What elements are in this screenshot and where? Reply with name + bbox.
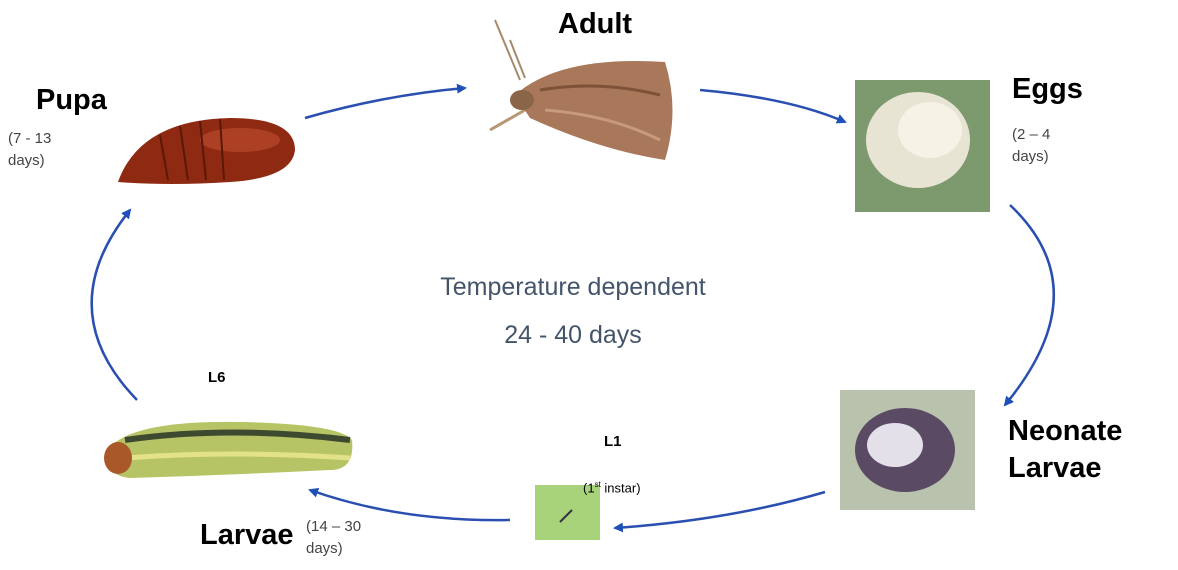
arrow — [90, 208, 138, 401]
eggs-image — [855, 80, 990, 212]
arrow — [613, 490, 826, 533]
center-line-2: 24 - 40 days — [504, 321, 642, 349]
l6-image — [104, 421, 353, 478]
instar-note: (1st instar) — [583, 480, 641, 495]
arrows — [90, 83, 1055, 533]
instar-post: instar) — [604, 480, 641, 496]
neonate-label-1: Neonate — [1008, 415, 1123, 447]
l1-label: L1 — [604, 433, 622, 450]
pupa-label: Pupa — [36, 84, 107, 116]
neonate-image — [840, 390, 975, 510]
neonate-label-2: Larvae — [1008, 452, 1102, 484]
instar-pre: (1 — [583, 480, 595, 496]
eggs-duration: (2 – 4 days) — [1012, 126, 1051, 165]
adult-label: Adult — [558, 8, 633, 40]
arrow — [1003, 204, 1055, 407]
arrow — [308, 487, 511, 522]
adult-image — [489, 19, 673, 161]
l1-image — [535, 485, 600, 540]
arrow — [304, 83, 467, 120]
center-line-1: Temperature dependent — [440, 273, 706, 301]
instar-sup: st — [594, 480, 601, 489]
pupa-image — [118, 118, 295, 184]
larvae-label: Larvae — [200, 519, 294, 551]
eggs-label: Eggs — [1012, 73, 1083, 105]
larvae-duration: (14 – 30 days) — [306, 518, 362, 557]
arrow — [699, 88, 847, 124]
l6-label: L6 — [208, 369, 226, 386]
pupa-duration: (7 - 13 days) — [8, 130, 52, 169]
